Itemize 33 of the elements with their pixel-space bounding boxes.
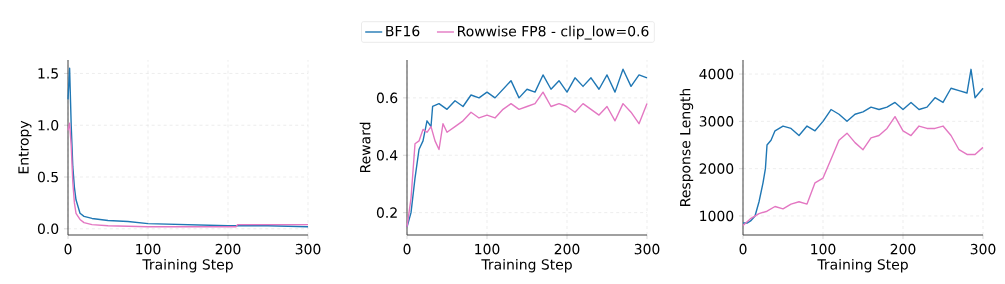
- line-series: [742, 68, 984, 224]
- y-tick-label: 1000: [700, 210, 734, 222]
- x-axis-title: Training Step: [142, 258, 233, 273]
- x-tick-label: 0: [64, 243, 72, 255]
- y-tick-label: 0.5: [37, 171, 58, 183]
- y-tick-label: 4000: [699, 68, 734, 80]
- legend-label: BF16: [386, 25, 420, 37]
- y-axis-title: Reward: [359, 122, 371, 173]
- y-tick-label: 0.4: [376, 149, 398, 161]
- x-tick-label: 300: [970, 243, 996, 255]
- x-tick-label: 100: [811, 243, 836, 255]
- y-tick-label: 1.5: [38, 68, 58, 79]
- y-axis-title: Response Length: [679, 88, 694, 206]
- y-tick-label: 0.6: [376, 92, 398, 104]
- x-tick-label: 100: [475, 243, 500, 255]
- x-tick-label: 300: [634, 243, 660, 255]
- x-tick-label: 100: [136, 243, 161, 255]
- x-tick-label: 300: [295, 243, 321, 255]
- line-series: [742, 115, 984, 227]
- x-tick-label: 200: [890, 243, 916, 255]
- x-tick-label: 0: [739, 243, 747, 255]
- x-tick-label: 0: [403, 243, 411, 255]
- y-tick-label: 0.0: [37, 223, 59, 235]
- y-tick-label: 1.0: [38, 119, 59, 131]
- x-tick-label: 200: [554, 243, 580, 255]
- x-axis-title: Training Step: [817, 258, 908, 273]
- y-tick-label: 0.2: [376, 207, 397, 218]
- y-tick-label: 3000: [699, 116, 734, 127]
- y-tick-label: 2000: [699, 163, 734, 174]
- x-tick-label: 200: [215, 243, 241, 255]
- y-axis-title: Entropy: [18, 120, 32, 174]
- legend-label: Rowwise FP8 - clip_low=0.6: [458, 25, 649, 40]
- x-axis-title: Training Step: [481, 258, 572, 273]
